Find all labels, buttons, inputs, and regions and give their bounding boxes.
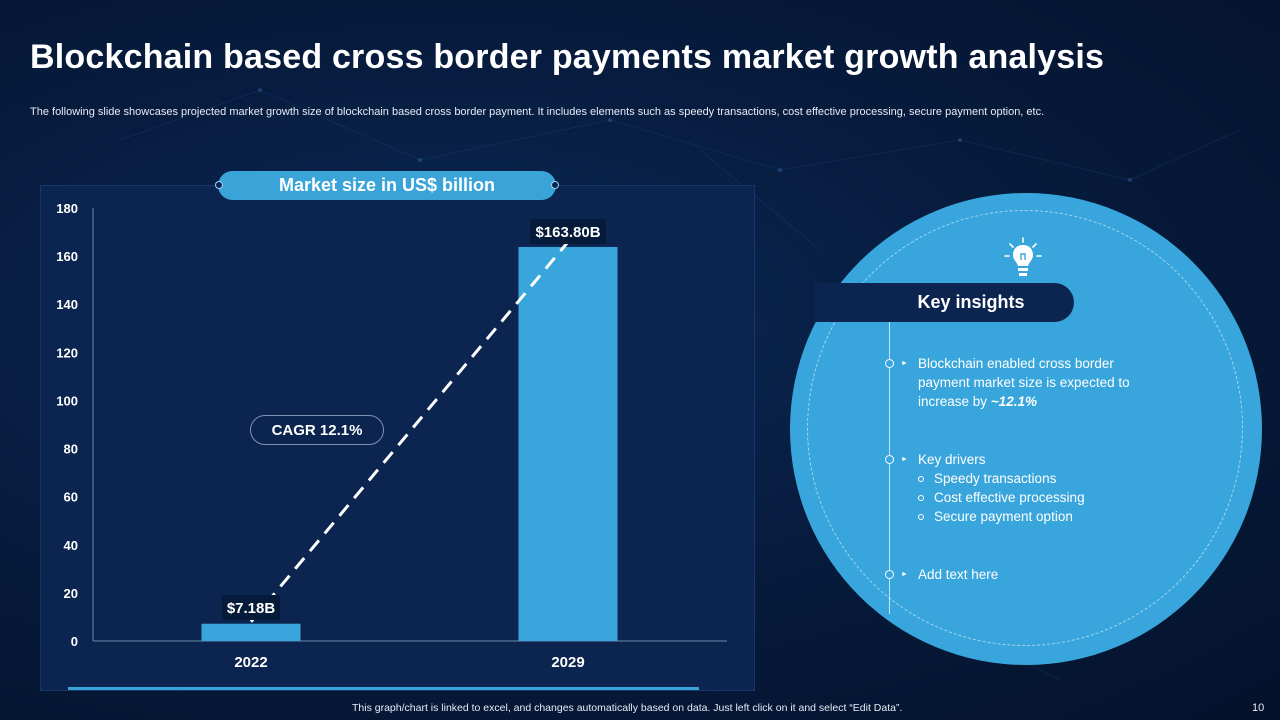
y-tick-label: 160 [56,249,78,264]
drivers-heading: Key drivers [918,452,986,467]
driver-item: Secure payment option [918,507,1168,526]
y-tick-label: 80 [64,442,78,457]
bar-2029 [518,246,618,641]
chart-bottom-line [68,687,699,690]
x-tick-label: 2029 [551,654,584,671]
driver-label: Cost effective processing [934,490,1085,505]
insight-1-highlight: ~12.1% [990,394,1037,409]
insight-1-text: Blockchain enabled cross border payment … [918,356,1130,409]
footer-note: This graph/chart is linked to excel, and… [352,702,903,714]
driver-item: Cost effective processing [918,488,1168,507]
driver-label: Speedy transactions [934,471,1057,486]
bar-2022 [201,623,301,641]
pill-left-dot [215,181,223,189]
timeline-node-2 [885,455,894,464]
circle-bullet-icon [918,475,924,482]
key-insights-banner: Key insights [814,283,1074,322]
page-number: 10 [1252,702,1265,714]
chart-panel[interactable] [40,185,755,691]
lightbulb-icon [1004,237,1042,276]
cagr-badge: CAGR 12.1% [250,415,384,445]
chart-title: Market size in US$ billion [278,175,496,195]
y-tick-label: 60 [64,490,78,505]
data-label: $163.80B [535,224,600,241]
y-tick-label: 20 [64,586,78,601]
timeline-arrow-1: ► [901,360,908,367]
x-tick-label: 2022 [234,654,267,671]
driver-label: Secure payment option [934,509,1073,524]
trend-dashed-line [249,241,570,623]
data-label-box [530,219,606,244]
insights-timeline [889,322,890,614]
insight-item-drivers: Key drivers Speedy transactions Cost eff… [918,450,1168,526]
data-label-box [222,595,280,620]
y-tick-label: 120 [56,345,78,360]
page-title: Blockchain based cross border payments m… [30,38,1105,76]
y-tick-label: 40 [64,538,78,553]
circle-bullet-icon [918,494,924,501]
y-tick-label: 0 [71,634,78,649]
insight-item-market-size: Blockchain enabled cross border payment … [918,354,1158,411]
circle-bullet-icon [918,513,924,520]
key-insights-heading: Key insights [917,292,1025,312]
timeline-node-1 [885,359,894,368]
driver-item: Speedy transactions [918,469,1168,488]
chart-title-pill: Market size in US$ billion [215,171,559,200]
insight-item-placeholder[interactable]: Add text here [918,567,999,582]
pill-right-dot [551,181,559,189]
y-tick-label: 180 [56,201,78,216]
page-subtitle: The following slide showcases projected … [30,106,1045,118]
data-label: $7.18B [227,600,276,617]
timeline-arrow-2: ► [901,456,908,463]
y-tick-label: 100 [56,393,78,408]
insights-circle-dashed-ring [807,210,1243,646]
timeline-node-3 [885,570,894,579]
timeline-arrow-3: ► [901,571,908,578]
y-tick-label: 140 [56,297,78,312]
